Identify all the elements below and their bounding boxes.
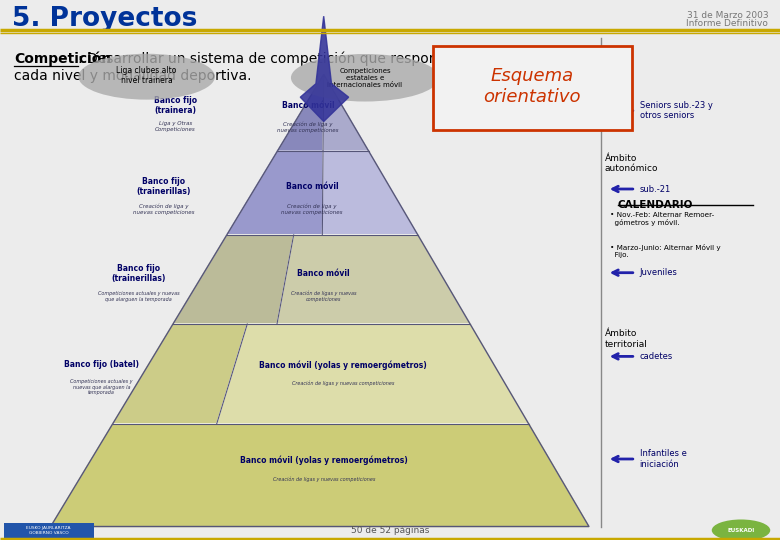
Polygon shape: [322, 151, 418, 235]
FancyBboxPatch shape: [4, 523, 94, 538]
Polygon shape: [51, 424, 589, 526]
Text: Banco fijo (batel): Banco fijo (batel): [64, 360, 139, 369]
Text: Esquema
orientativo: Esquema orientativo: [484, 67, 580, 106]
Text: cadetes: cadetes: [640, 352, 673, 361]
Text: Creación de liga y
nuevas competiciones: Creación de liga y nuevas competiciones: [282, 204, 342, 214]
Text: Juveniles: Juveniles: [640, 268, 678, 277]
Text: Creación de liga y
nuevas competiciones: Creación de liga y nuevas competiciones: [133, 204, 194, 214]
Text: Competiciones
estatales e
internacionales móvil: Competiciones estatales e internacionale…: [328, 68, 402, 88]
Text: Banco móvil: Banco móvil: [297, 269, 350, 278]
Text: : Desarrollar un sistema de competición que responda a la demanda de: : Desarrollar un sistema de competición …: [78, 51, 576, 66]
Text: Informe Definitivo: Informe Definitivo: [686, 19, 768, 28]
Text: Banco fijo
(trainerillas): Banco fijo (trainerillas): [136, 177, 191, 196]
Text: Seniors sub.-23 y
otros seniors: Seniors sub.-23 y otros seniors: [640, 101, 712, 120]
Text: Liga clubes alto
nivel trainera: Liga clubes alto nivel trainera: [116, 66, 177, 85]
Text: • Marzo-Junio: Alternar Móvil y
  Fijo.: • Marzo-Junio: Alternar Móvil y Fijo.: [610, 244, 721, 258]
Polygon shape: [278, 75, 324, 151]
Text: Creación de ligas y nuevas
competiciones: Creación de ligas y nuevas competiciones: [291, 291, 356, 302]
Polygon shape: [277, 235, 470, 324]
Text: Banco móvil: Banco móvil: [285, 182, 339, 191]
Text: Banco fijo
(trainerillas): Banco fijo (trainerillas): [112, 264, 166, 284]
Ellipse shape: [78, 54, 214, 100]
Text: Competiciones actuales y nuevas
que alarguen la temporada: Competiciones actuales y nuevas que alar…: [98, 291, 179, 302]
Text: Banco móvil: Banco móvil: [282, 101, 335, 110]
Text: Creación de ligas y nuevas competiciones: Creación de ligas y nuevas competiciones: [292, 381, 395, 386]
Text: Competiciones actuales y
nuevas que alarguen la
temporada: Competiciones actuales y nuevas que alar…: [70, 379, 133, 395]
Ellipse shape: [291, 54, 439, 102]
Text: EUSKO JAURLARITZA
GOBIERNO VASCO: EUSKO JAURLARITZA GOBIERNO VASCO: [26, 526, 71, 535]
Text: Creación de ligas y nuevas competiciones: Creación de ligas y nuevas competiciones: [272, 476, 375, 482]
Text: Ámbito
autonómico: Ámbito autonómico: [604, 154, 658, 173]
Ellipse shape: [711, 519, 771, 540]
Polygon shape: [173, 235, 293, 324]
Text: CALENDARIO: CALENDARIO: [618, 200, 693, 210]
Polygon shape: [227, 151, 323, 235]
Text: 31 de Marzo 2003: 31 de Marzo 2003: [686, 11, 768, 19]
Polygon shape: [112, 324, 247, 424]
FancyBboxPatch shape: [433, 46, 632, 130]
Text: Ámbito
territorial: Ámbito territorial: [604, 329, 647, 349]
Text: Banco móvil (yolas y remoergómetros): Banco móvil (yolas y remoergómetros): [259, 361, 427, 370]
Text: Creación de liga y
nuevas competiciones: Creación de liga y nuevas competiciones: [278, 122, 339, 132]
Text: 5. Proyectos: 5. Proyectos: [12, 6, 197, 32]
Text: Banco fijo
(trainera): Banco fijo (trainera): [154, 96, 197, 115]
Text: 50 de 52 páginas: 50 de 52 páginas: [351, 526, 429, 535]
Text: • Nov.-Feb: Alternar Remoer-
  gómetros y móvil.: • Nov.-Feb: Alternar Remoer- gómetros y …: [610, 212, 714, 226]
Polygon shape: [300, 16, 349, 122]
Text: Liga y Otras
Competiciones: Liga y Otras Competiciones: [155, 122, 196, 132]
Text: Competición: Competición: [14, 51, 112, 66]
Polygon shape: [217, 324, 529, 424]
Text: Infantiles e
iniciación: Infantiles e iniciación: [640, 449, 686, 469]
Text: sub.-21: sub.-21: [640, 185, 671, 193]
Text: cada nivel y modalidad deportiva.: cada nivel y modalidad deportiva.: [14, 69, 251, 83]
Text: EUSKADI: EUSKADI: [728, 528, 754, 533]
Polygon shape: [323, 75, 369, 151]
Text: Banco móvil (yolas y remoergómetros): Banco móvil (yolas y remoergómetros): [239, 455, 408, 465]
